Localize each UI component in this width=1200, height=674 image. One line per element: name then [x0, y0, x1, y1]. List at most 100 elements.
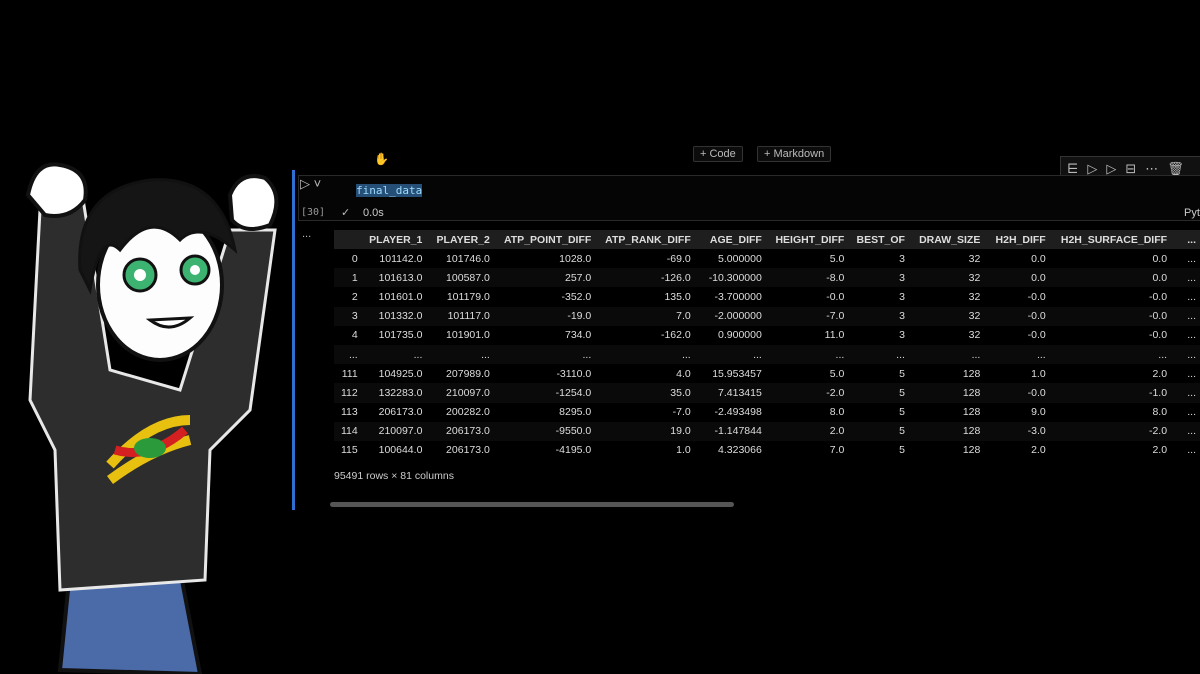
horizontal-scrollbar[interactable]: [330, 502, 734, 507]
character-illustration: [25, 162, 279, 674]
table-cell: ...: [1187, 444, 1196, 457]
table-cell: 206173.0: [426, 421, 494, 441]
table-cell: -2.0: [765, 383, 849, 403]
table-cell: 101746.0: [446, 252, 490, 265]
table-cell: 5: [899, 406, 905, 419]
row-index: 113: [340, 406, 358, 419]
run-button[interactable]: ▷ ˅: [300, 176, 322, 191]
table-cell: -0.0: [1148, 290, 1168, 303]
table-cell: -69.0: [666, 252, 691, 265]
row-index: 0: [351, 252, 358, 265]
table-cell: 2.0: [1031, 444, 1046, 457]
table-cell: ...: [1171, 383, 1200, 403]
table-cell: 5: [899, 444, 905, 457]
table-cell: 100587.0: [426, 268, 494, 288]
table-cell: 101901.0: [446, 329, 490, 342]
table-cell: 257.0: [493, 268, 596, 288]
table-cell: ...: [908, 344, 985, 365]
table-cell: 32: [908, 306, 985, 326]
table-cell: 206173.0: [446, 444, 490, 457]
table-cell: 101117.0: [426, 306, 494, 326]
table-cell: 3: [899, 329, 905, 342]
table-cell: 101332.0: [361, 306, 427, 326]
column-header: PLAYER_1: [361, 230, 427, 249]
table-cell: 0.0: [1031, 252, 1046, 265]
table-row: 2 101601.0 101179.0 -352.0 135.0 -3.700000 -0.…: [334, 287, 1200, 306]
add-code-button[interactable]: + Code: [693, 146, 743, 162]
header-row: PLAYER_1 PLAYER_2 ATP_POINT_DIFF ATP_RANK_D…: [334, 230, 1200, 249]
row-index: 115: [340, 444, 358, 457]
table-cell: 128: [908, 383, 985, 403]
table-cell: 101613.0: [361, 268, 427, 288]
table-row: 111 104925.0 207989.0 -3110.0 4.0 15.953457 5.…: [334, 364, 1200, 383]
table-cell: ...: [1187, 406, 1196, 419]
table-cell: 8.0: [1152, 406, 1168, 419]
table-cell: -0.0: [984, 306, 1050, 326]
table-cell: -9550.0: [493, 421, 596, 441]
table-row: 114 210097.0 206173.0 -9550.0 19.0 -1.147844 2…: [334, 421, 1200, 441]
table-cell: ...: [493, 344, 596, 365]
table-cell: -1254.0: [493, 383, 596, 403]
add-code-label: Code: [709, 148, 736, 160]
language-label[interactable]: Pyt: [1184, 207, 1200, 219]
row-index: 4: [351, 329, 358, 342]
table-cell: 210097.0: [426, 383, 494, 403]
table-cell: 210097.0: [361, 421, 427, 441]
table-cell: 104925.0: [378, 367, 423, 380]
table-cell: -2.000000: [694, 306, 766, 326]
table-cell: 206173.0: [378, 406, 423, 419]
cell-focus-bar: [292, 170, 295, 510]
dataframe-table: PLAYER_1 PLAYER_2 ATP_POINT_DIFF ATP_RANK_D…: [334, 230, 1200, 460]
column-header: ...: [1171, 230, 1200, 249]
table-cell: 3: [899, 290, 905, 303]
add-markdown-button[interactable]: + Markdown: [757, 146, 832, 162]
table-cell: -2.0: [1049, 421, 1172, 441]
table-cell: -8.0: [765, 268, 849, 288]
table-cell: -0.0: [984, 383, 1050, 403]
table-cell: -0.0: [826, 290, 845, 303]
output-menu[interactable]: ...: [302, 228, 312, 240]
column-header: HEIGHT_DIFF: [765, 230, 849, 249]
row-index: ...: [334, 344, 362, 365]
table-cell: -10.300000: [694, 268, 766, 288]
column-header: DRAW_SIZE: [908, 230, 985, 249]
row-index: 3: [334, 306, 362, 326]
table-row: 1 101613.0 100587.0 257.0 -126.0 -10.300000 -8…: [334, 268, 1200, 288]
table-cell: 101142.0: [379, 252, 423, 265]
table-cell: -352.0: [561, 290, 592, 303]
table-cell: -0.0: [1148, 329, 1168, 342]
table-cell: 5: [899, 367, 905, 380]
add-markdown-label: Markdown: [773, 148, 825, 160]
table-cell: 32: [968, 252, 981, 265]
table-cell: ...: [1187, 252, 1196, 265]
code-cell: [298, 175, 1200, 221]
shape-caption: 95491 rows × 81 columns: [334, 470, 454, 482]
table-cell: ...: [1171, 306, 1200, 326]
table-cell: 128: [908, 421, 985, 441]
table-cell: 734.0: [565, 329, 592, 342]
table-row: ....................................: [334, 344, 1200, 365]
table-cell: ...: [361, 344, 427, 365]
table-cell: -0.0: [1027, 329, 1046, 342]
table-cell: 101179.0: [446, 290, 490, 303]
table-cell: 7.0: [829, 444, 845, 457]
row-index: 114: [334, 421, 362, 441]
table-row: 0 101142.0 101746.0 1028.0 -69.0 5.000000 5.0 3…: [334, 249, 1200, 268]
table-cell: 128: [962, 406, 981, 419]
cursor-icon: ✋: [374, 152, 389, 166]
table-cell: ...: [848, 344, 909, 365]
table-row: 115 100644.0 206173.0 -4195.0 1.0 4.323066 7.0…: [334, 441, 1200, 460]
table-cell: -2.493498: [714, 406, 762, 419]
table-cell: 4.0: [676, 367, 691, 380]
column-header: H2H_DIFF: [984, 230, 1050, 249]
table-cell: 7.413415: [694, 383, 766, 403]
table-cell: 101601.0: [378, 290, 423, 303]
table-cell: 32: [968, 329, 981, 342]
table-cell: 15.953457: [712, 367, 762, 380]
table-cell: 4.323066: [718, 444, 762, 457]
table-cell: 135.0: [664, 290, 691, 303]
table-row: 113 206173.0 200282.0 8295.0 -7.0 -2.493498 8.…: [334, 403, 1200, 422]
table-cell: ...: [765, 344, 849, 365]
table-cell: -3.0: [984, 421, 1050, 441]
